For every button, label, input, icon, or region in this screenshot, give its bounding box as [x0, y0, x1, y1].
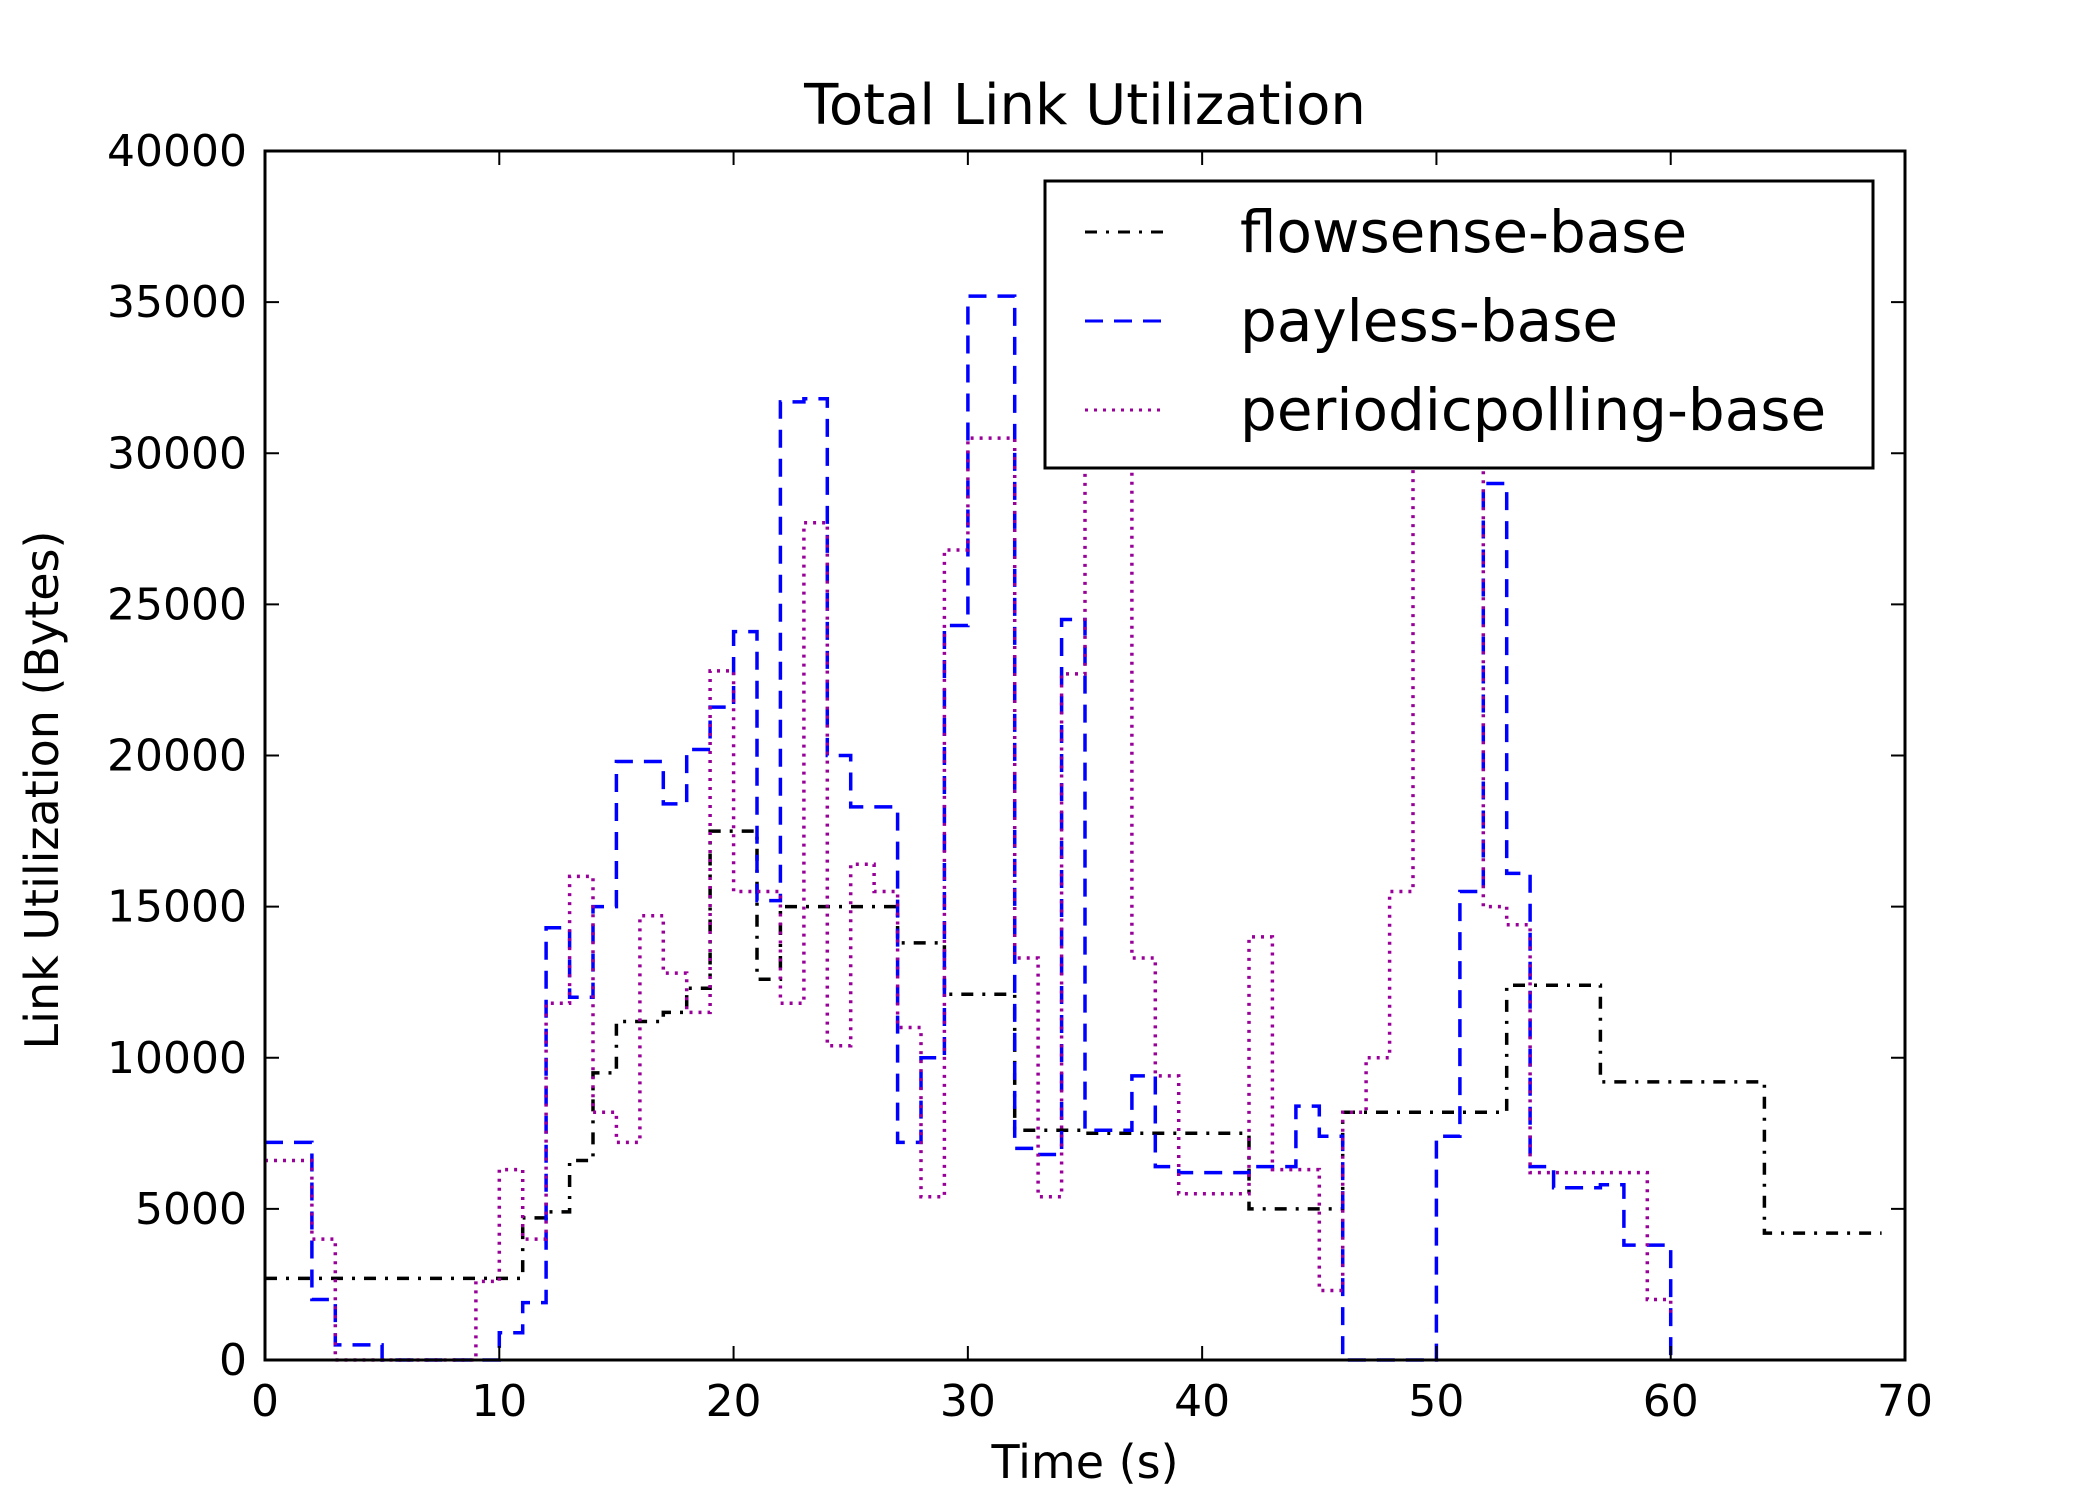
- x-tick-label: 0: [251, 1376, 279, 1427]
- series-line-flowsense-base: [265, 829, 1882, 1281]
- y-tick-label: 20000: [107, 731, 247, 782]
- y-tick-label: 35000: [107, 277, 247, 328]
- x-tick-label: 10: [471, 1376, 527, 1427]
- legend-label-flowsense-base: flowsense-base: [1240, 198, 1687, 266]
- legend-label-payless-base: payless-base: [1240, 287, 1618, 355]
- tick-layer: 0 10 20 30 40 50 60 70 0 5000 10000 15000 20000 25000…: [107, 126, 1933, 1427]
- x-tick-label: 20: [706, 1376, 762, 1427]
- series-line-payless-base: [265, 294, 1673, 1362]
- y-tick-label: 0: [219, 1335, 247, 1386]
- x-axis-title: Time (s): [990, 1435, 1178, 1489]
- y-tick-label: 25000: [107, 579, 247, 630]
- x-tick-label: 50: [1408, 1376, 1464, 1427]
- chart-title: Total Link Utilization: [803, 73, 1366, 138]
- legend-label-periodicpolling-base: periodicpolling-base: [1240, 376, 1826, 444]
- series-line-periodicpolling-base: [265, 436, 1673, 1362]
- legend: flowsense-base payless-base periodicpoll…: [1043, 179, 1875, 470]
- x-tick-label: 70: [1877, 1376, 1933, 1427]
- plot-frame: [263, 149, 1907, 1362]
- y-tick-label: 15000: [107, 882, 247, 933]
- y-tick-label: 30000: [107, 428, 247, 479]
- y-tick-label: 40000: [107, 126, 247, 177]
- series-layer: [265, 294, 1882, 1362]
- x-tick-label: 60: [1643, 1376, 1699, 1427]
- legend-box: [1043, 179, 1875, 470]
- y-tick-label: 5000: [135, 1184, 247, 1235]
- y-axis-title: Link Utilization (Bytes): [15, 531, 69, 1050]
- x-tick-label: 40: [1174, 1376, 1230, 1427]
- y-tick-label: 10000: [107, 1033, 247, 1084]
- x-tick-label: 30: [940, 1376, 996, 1427]
